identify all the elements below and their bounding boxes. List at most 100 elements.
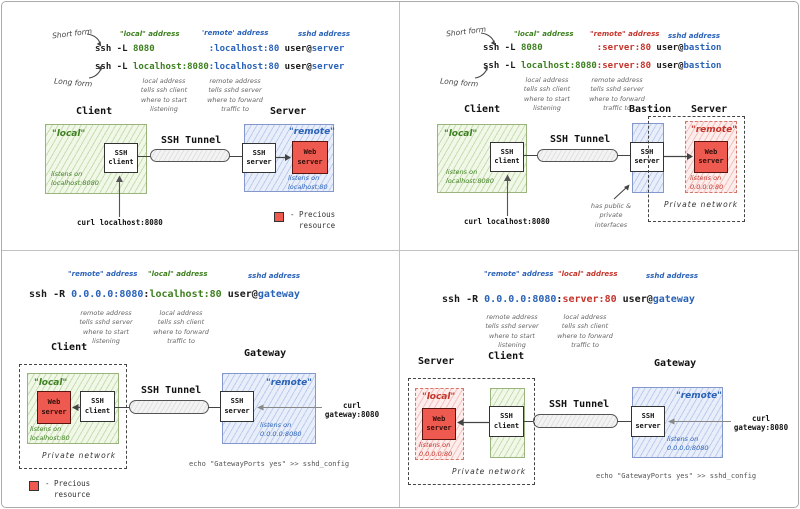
connector-line — [617, 421, 631, 423]
cmd-user-part: user@ — [221, 289, 258, 300]
local-address-note: local address tells ssh client where to … — [140, 77, 188, 114]
local-address-label: "local" address — [120, 30, 180, 38]
cmd-separator: : — [143, 289, 150, 300]
cmd-prefix: ssh -L — [95, 44, 133, 54]
long-form-arrow-icon — [88, 65, 102, 79]
web-server-node: Web server — [422, 408, 456, 440]
gatewayports-config-command: echo "GatewayPorts yes" >> sshd_config — [189, 460, 350, 468]
cmd-local-part: localhost:8080 — [132, 62, 209, 72]
local-address-label: "local" address — [514, 30, 574, 38]
curl-arrow-icon — [668, 418, 731, 425]
ssh-tunnel-label: SSH Tunnel — [549, 399, 610, 410]
cmd-remote-part: :localhost:80 — [208, 44, 280, 54]
ssh-client-node: SSH client — [489, 406, 524, 437]
short-form-arrow-icon — [86, 33, 102, 47]
client-heading: Client — [488, 351, 525, 362]
server-listens-label: listens on 0.0.0.0:80 — [690, 174, 724, 192]
server-heading: Server — [418, 356, 455, 367]
client-heading: Client — [464, 104, 501, 115]
connector-line — [114, 407, 129, 409]
local-box-label: "local" — [34, 378, 68, 388]
connector-line — [617, 155, 630, 157]
panel-remote-forward-server: "remote" address "local" address sshd ad… — [400, 251, 798, 507]
connector-line — [523, 155, 537, 157]
cmd-prefix: ssh -L — [95, 62, 133, 72]
cmd-remote-part: :localhost:80 — [208, 62, 280, 72]
ssh-server-node: SSH server — [242, 143, 276, 173]
ssh-client-node: SSH client — [490, 142, 524, 172]
curl-command: curl gateway:8080 — [324, 401, 380, 419]
cmd-local-part: 8080 — [520, 43, 597, 53]
server-heading: Server — [691, 104, 728, 115]
legend-label: - Precious resource — [290, 210, 336, 230]
private-network-label: Private network — [452, 467, 527, 476]
curl-arrow-icon — [504, 174, 511, 216]
remote-address-label: "remote" address — [484, 270, 554, 278]
sshd-address-label: sshd address — [668, 32, 721, 40]
cmd-user-part: user@ — [279, 62, 312, 72]
legend-label: - Precious resource — [45, 479, 91, 499]
gateway-listens-label: listens on 0.0.0.0:8080 — [667, 435, 709, 453]
cmd-sshd-part: server — [311, 44, 345, 54]
ssh-tunnel-pipe — [533, 414, 618, 428]
web-server-node: Web server — [292, 141, 328, 174]
remote-network-box — [685, 121, 737, 193]
cmd-remote-part: 0.0.0.0:8080 — [71, 289, 144, 300]
remote-box-label: "remote" — [289, 127, 335, 137]
ssh-command: ssh -R 0.0.0.0:8080:localhost:80 user@ga… — [29, 289, 300, 300]
connector-line — [229, 156, 243, 158]
panel-remote-forward: "remote" address "local" address sshd ad… — [2, 251, 400, 507]
ssh-client-node: SSH client — [104, 143, 138, 173]
cmd-sshd-part: server — [311, 62, 345, 72]
ssh-server-node: SSH server — [631, 406, 665, 437]
local-network-box — [437, 124, 527, 193]
sshd-address-label: sshd address — [646, 272, 699, 280]
curl-arrow-icon — [257, 404, 322, 411]
bastion-heading: Bastion — [629, 104, 672, 115]
private-network-label: Private network — [42, 451, 117, 460]
panel-local-forward: Short form "local" address 'remote' addr… — [2, 2, 400, 251]
client-heading: Client — [76, 106, 113, 117]
long-form-label: Long form — [439, 76, 479, 89]
ssh-tunnel-pipe — [537, 149, 618, 162]
remote-address-label: 'remote' address — [202, 29, 269, 37]
cmd-sshd-part: bastion — [683, 43, 722, 53]
curl-command: curl localhost:8080 — [77, 218, 163, 227]
cmd-local-part: server:80 — [562, 294, 617, 305]
cmd-prefix: ssh -L — [483, 43, 521, 53]
cmd-user-part: user@ — [650, 61, 684, 71]
private-network-boundary — [408, 378, 535, 485]
web-server-node: Web server — [694, 141, 728, 173]
ssh-server-node: SSH server — [220, 391, 254, 422]
cmd-prefix: ssh -R — [442, 294, 485, 305]
legend-swatch — [29, 481, 39, 491]
ssh-tunnel-label: SSH Tunnel — [161, 135, 222, 146]
connector-line — [523, 421, 533, 423]
panel-local-forward-bastion: Short form "local" address "remote" addr… — [400, 2, 798, 251]
ssh-command-short: ssh -L 8080 :server:80 user@bastion — [483, 43, 721, 53]
cmd-separator: : — [556, 294, 563, 305]
ssh-server-node: SSH server — [630, 142, 664, 172]
cmd-sshd-part: gateway — [257, 289, 300, 300]
bastion-note-arrow-icon — [613, 184, 630, 200]
local-network-box — [45, 124, 147, 194]
curl-command: curl gateway:8080 — [733, 414, 789, 432]
cmd-remote-part: 0.0.0.0:8080 — [484, 294, 557, 305]
forward-arrow-icon — [664, 153, 693, 160]
ssh-command-short: ssh -L 8080 :localhost:80 user@server — [95, 44, 344, 54]
remote-address-note: remote address tells sshd server where t… — [79, 309, 133, 346]
local-address-label: "local" address — [558, 270, 618, 278]
ssh-tunnel-label: SSH Tunnel — [141, 385, 202, 396]
cmd-remote-part: :server:80 — [596, 43, 651, 53]
cmd-sshd-part: gateway — [652, 294, 695, 305]
private-network-label: Private network — [664, 200, 739, 209]
remote-address-note: remote address tells sshd server where t… — [589, 76, 645, 113]
private-network-boundary — [648, 116, 745, 222]
cmd-local-part: 8080 — [132, 44, 209, 54]
cmd-user-part: user@ — [650, 43, 684, 53]
server-listens-label: listens on localhost:80 — [288, 174, 328, 192]
local-box-label: "local" — [422, 392, 456, 402]
ssh-tunnel-pipe — [150, 149, 230, 162]
private-network-boundary — [19, 364, 127, 469]
